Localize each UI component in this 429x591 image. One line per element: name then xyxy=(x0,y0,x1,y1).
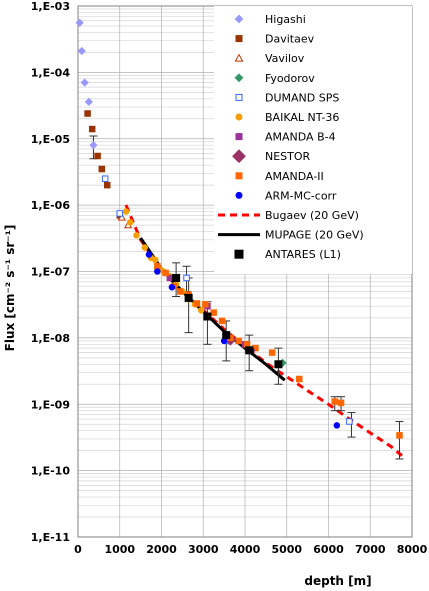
x-tick-labels: 0 1000 2000 3000 4000 5000 6000 7000 8000 xyxy=(74,543,427,556)
antares-l1-point xyxy=(222,331,231,340)
legend-label-amanda-ii: AMANDA-II xyxy=(265,170,324,183)
legend-marker-dumand-sps xyxy=(235,93,243,101)
vavilov-point xyxy=(117,213,126,221)
y-tick-label: 1,E-11 xyxy=(31,531,70,544)
x-tick-label: 6000 xyxy=(313,543,344,556)
legend-label-higashi: Higashi xyxy=(265,13,306,26)
davitaev-point xyxy=(98,165,106,173)
higashi-point xyxy=(89,141,98,150)
legend-marker-vavilov xyxy=(234,53,244,62)
antares-l1-point xyxy=(203,312,212,321)
baikal-nt-36-point xyxy=(141,244,149,251)
baikal-nt-36-point xyxy=(133,232,140,239)
data-points xyxy=(75,18,403,439)
legend-label-mupage-20-gev: MUPAGE (20 GeV) xyxy=(265,229,364,242)
higashi-point xyxy=(84,97,93,106)
y-axis-title: Flux [cm⁻² s⁻¹ sr⁻¹] xyxy=(3,225,17,352)
legend-marker-amanda-b-4 xyxy=(235,133,243,141)
antares-l1-point xyxy=(184,293,193,302)
y-tick-label: 1,E-08 xyxy=(31,332,70,345)
x-tick-label: 2000 xyxy=(146,543,177,556)
amanda-ii-point xyxy=(193,300,201,307)
legend-marker-davitaev xyxy=(235,35,243,43)
legend-marker-arm-mc-corr xyxy=(235,191,243,199)
higashi-point xyxy=(77,46,86,56)
amanda-ii-point xyxy=(210,309,217,316)
baikal-nt-36-point xyxy=(122,208,130,215)
y-tick-label: 1,E-03 xyxy=(31,0,70,13)
legend-label-vavilov: Vavilov xyxy=(265,52,305,65)
legend-label-fyodorov: Fyodorov xyxy=(265,72,315,85)
legend-marker-baikal-nt-36 xyxy=(235,113,243,121)
davitaev-point xyxy=(94,152,101,160)
y-tick-label: 1,E-05 xyxy=(31,133,70,146)
dumand-sps-point xyxy=(101,175,109,182)
legend-label-davitaev: Davitaev xyxy=(265,33,315,46)
legend-label-amanda-b-4: AMANDA B-4 xyxy=(265,131,336,144)
amanda-ii-point xyxy=(268,349,276,356)
baikal-nt-36-point xyxy=(151,256,159,264)
amanda-ii-point xyxy=(162,269,169,277)
davitaev-point xyxy=(103,181,111,189)
davitaev-point xyxy=(88,125,96,133)
x-tick-label: 4000 xyxy=(230,543,261,556)
legend-label-arm-mc-corr: ARM-MC-corr xyxy=(265,189,337,202)
x-axis-title: depth [m] xyxy=(304,574,371,588)
legend-marker-fyodorov xyxy=(234,73,244,83)
legend-marker-antares-l1 xyxy=(234,249,244,259)
higashi-point xyxy=(75,18,84,27)
x-tick-label: 5000 xyxy=(271,543,302,556)
y-tick-label: 1,E-06 xyxy=(31,199,71,212)
legend-label-dumand-sps: DUMAND SPS xyxy=(265,91,339,104)
x-tick-label: 0 xyxy=(74,543,82,556)
x-tick-label: 3000 xyxy=(188,543,219,556)
baikal-nt-36-point xyxy=(197,307,205,314)
legend-marker-higashi xyxy=(234,14,244,24)
amanda-ii-point xyxy=(396,432,403,439)
amanda-ii-point xyxy=(202,301,209,308)
arm-mc-corr-point xyxy=(154,268,161,275)
antares-l1-point xyxy=(245,346,254,355)
legend-label-bugaev-20-gev: Bugaev (20 GeV) xyxy=(265,209,359,222)
legend-marker-nestor xyxy=(232,149,246,164)
amanda-ii-point xyxy=(337,399,345,407)
legend-background xyxy=(214,6,412,274)
amanda-ii-point xyxy=(218,317,226,325)
antares-l1-point xyxy=(274,360,283,369)
legend-marker-amanda-ii xyxy=(235,172,243,180)
amanda-ii-point xyxy=(296,375,303,383)
legend-label-nestor: NESTOR xyxy=(265,150,311,163)
dumand-sps-point xyxy=(116,210,123,217)
y-tick-label: 1,E-07 xyxy=(31,266,70,279)
y-tick-label: 1,E-09 xyxy=(31,398,70,411)
arm-mc-corr-point xyxy=(168,283,176,291)
y-tick-label: 1,E-10 xyxy=(31,465,71,478)
arm-mc-corr-point xyxy=(145,251,153,258)
y-tick-label: 1,E-04 xyxy=(31,66,71,79)
amanda-ii-point xyxy=(177,288,184,295)
amanda-ii-point xyxy=(243,341,251,348)
dumand-sps-point xyxy=(183,274,190,282)
legend-label-antares-l1: ANTARES (L1) xyxy=(265,248,341,261)
amanda-ii-point xyxy=(154,262,161,270)
amanda-ii-point xyxy=(235,337,242,345)
baikal-nt-36-point xyxy=(126,219,134,226)
x-tick-label: 1000 xyxy=(104,543,135,556)
x-tick-label: 8000 xyxy=(397,543,428,556)
arm-mc-corr-point xyxy=(333,422,341,429)
y-tick-labels: 1,E-11 1,E-10 1,E-09 1,E-08 1,E-07 1,E-06 1,E-… xyxy=(31,0,71,544)
amanda-ii-point xyxy=(331,398,339,405)
legend-label-baikal-nt-36: BAIKAL NT-36 xyxy=(265,111,339,124)
davitaev-point xyxy=(84,110,91,117)
x-tick-label: 7000 xyxy=(355,543,386,556)
legend: Higashi Davitaev Vavilov Fyodorov DUMAND SPS… xyxy=(214,6,412,274)
higashi-point xyxy=(80,78,89,87)
antares-l1-point xyxy=(172,273,181,282)
dumand-sps-point xyxy=(346,418,353,425)
